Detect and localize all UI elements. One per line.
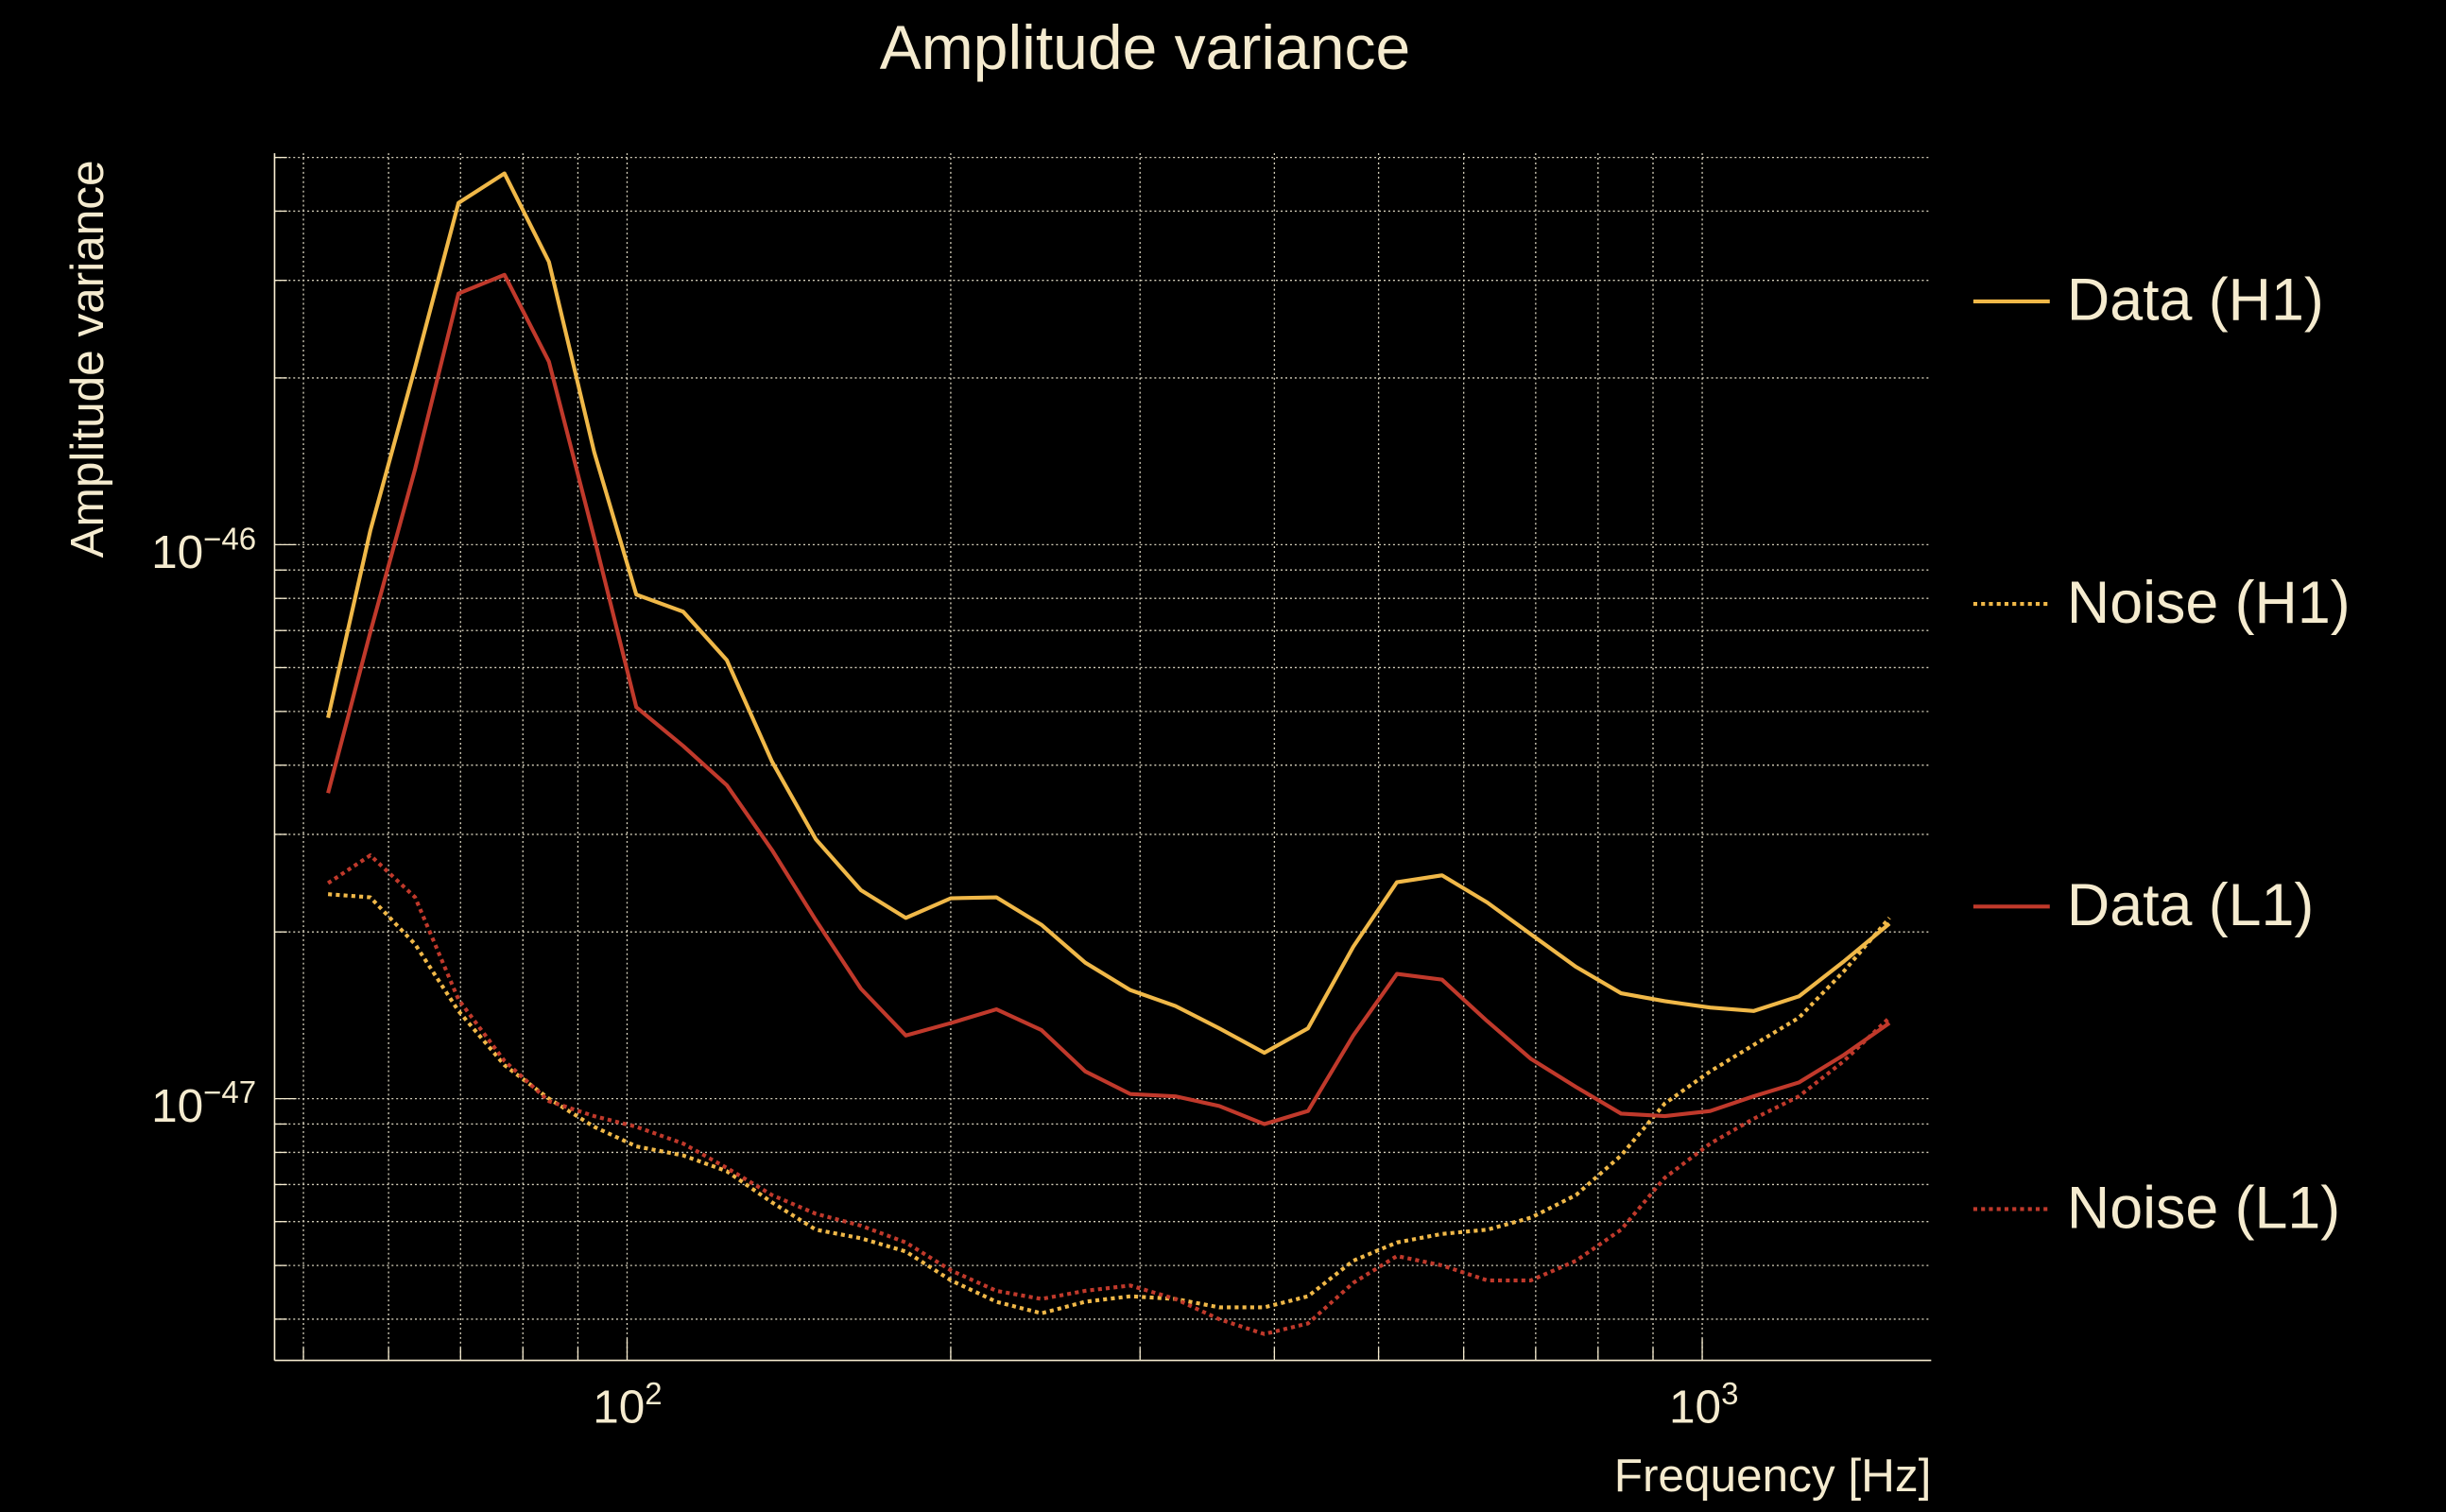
series-line-data-h1 [326, 171, 1891, 1056]
series-line-noise-l1 [326, 853, 1891, 1336]
chart-title: Amplitude variance [880, 12, 1410, 82]
y-tick-label-1e-47: 10−47 [151, 1074, 256, 1132]
series-line-noise-h1 [327, 892, 1891, 1315]
legend-label-noise-l1: Noise (L1) [2067, 1175, 2340, 1241]
legend-label-data-h1: Data (H1) [2067, 267, 2324, 334]
legend-label-noise-h1: Noise (H1) [2067, 570, 2351, 636]
tick-labels: 102 103 10−46 10−47 [151, 521, 1738, 1433]
grid [274, 153, 1932, 1361]
legend-item-data-h1[interactable]: Data (H1) [1972, 267, 2324, 334]
y-axis-label: Amplitude variance [61, 160, 113, 558]
legend-item-data-l1[interactable]: Data (L1) [1972, 872, 2314, 938]
axes [273, 153, 1932, 1362]
y-tick-label-1e-46: 10−46 [151, 521, 256, 578]
series-lines [326, 171, 1891, 1336]
x-axis-label: Frequency [Hz] [1614, 1450, 1932, 1502]
x-tick-label-1000: 103 [1669, 1376, 1738, 1434]
legend-item-noise-l1[interactable]: Noise (L1) [1972, 1175, 2340, 1241]
legend-item-noise-h1[interactable]: Noise (H1) [1972, 570, 2351, 636]
legend-label-data-l1: Data (L1) [2067, 872, 2314, 938]
series-line-data-l1 [326, 272, 1891, 1126]
x-tick-label-100: 102 [593, 1376, 662, 1434]
legend: Data (H1) Noise (H1) Data (L1) Noise (L1… [1972, 267, 2351, 1241]
